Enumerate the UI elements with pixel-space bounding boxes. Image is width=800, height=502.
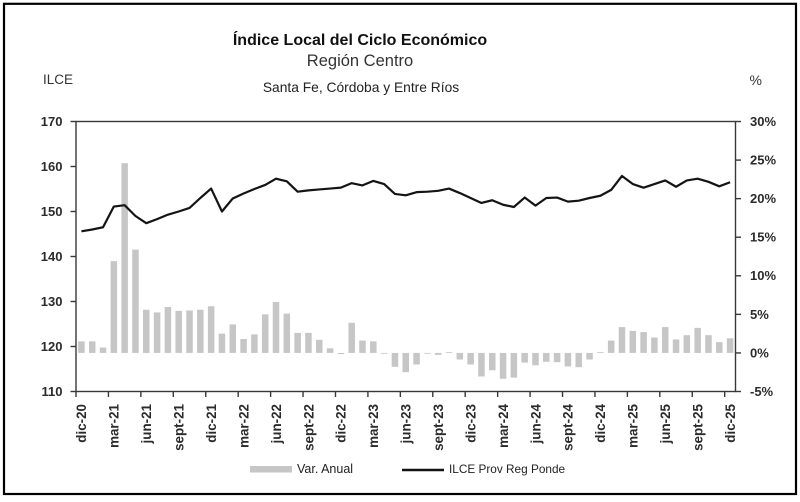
- svg-text:25%: 25%: [750, 152, 776, 167]
- svg-text:mar-21: mar-21: [107, 403, 122, 447]
- svg-text:-5%: -5%: [750, 384, 774, 399]
- svg-text:sept-23: sept-23: [431, 404, 446, 451]
- svg-text:sept-22: sept-22: [301, 404, 316, 451]
- svg-text:110: 110: [42, 384, 63, 399]
- svg-text:dic-20: dic-20: [74, 404, 89, 443]
- svg-text:Región Centro: Región Centro: [307, 52, 413, 70]
- svg-text:%: %: [750, 72, 762, 88]
- svg-text:120: 120: [41, 339, 63, 354]
- svg-text:sept-21: sept-21: [172, 403, 187, 450]
- svg-text:150: 150: [41, 204, 63, 219]
- svg-text:0%: 0%: [750, 345, 769, 360]
- svg-text:jun-21: jun-21: [139, 403, 154, 444]
- svg-text:20%: 20%: [750, 191, 776, 206]
- svg-text:ILCE Prov Reg Ponde: ILCE Prov Reg Ponde: [449, 462, 566, 476]
- svg-text:170: 170: [41, 114, 63, 129]
- svg-text:ILCE: ILCE: [43, 72, 73, 87]
- svg-text:jun-22: jun-22: [269, 404, 284, 444]
- svg-text:mar-23: mar-23: [366, 404, 381, 448]
- svg-text:dic-25: dic-25: [723, 403, 738, 442]
- svg-text:130: 130: [41, 294, 63, 309]
- svg-text:10%: 10%: [750, 268, 776, 283]
- svg-text:160: 160: [41, 159, 63, 174]
- svg-text:mar-25: mar-25: [626, 403, 641, 447]
- svg-text:Índice Local del Ciclo Económi: Índice Local del Ciclo Económico: [233, 30, 488, 49]
- svg-text:Var. Anual: Var. Anual: [297, 462, 353, 476]
- svg-text:sept-25: sept-25: [690, 403, 705, 450]
- svg-text:15%: 15%: [750, 230, 776, 245]
- svg-text:mar-24: mar-24: [496, 403, 511, 447]
- svg-text:mar-22: mar-22: [236, 404, 251, 448]
- svg-text:dic-24: dic-24: [593, 403, 608, 442]
- svg-text:5%: 5%: [750, 307, 769, 322]
- svg-text:30%: 30%: [750, 114, 776, 129]
- svg-text:jun-25: jun-25: [658, 403, 673, 444]
- svg-text:dic-23: dic-23: [463, 404, 478, 443]
- svg-text:jun-23: jun-23: [399, 404, 414, 444]
- svg-text:dic-22: dic-22: [334, 404, 349, 443]
- svg-text:jun-24: jun-24: [528, 403, 543, 444]
- svg-text:sept-24: sept-24: [561, 403, 576, 450]
- svg-text:140: 140: [41, 249, 63, 264]
- svg-text:Santa Fe, Córdoba y Entre Ríos: Santa Fe, Córdoba y Entre Ríos: [263, 80, 459, 95]
- svg-text:dic-21: dic-21: [204, 403, 219, 442]
